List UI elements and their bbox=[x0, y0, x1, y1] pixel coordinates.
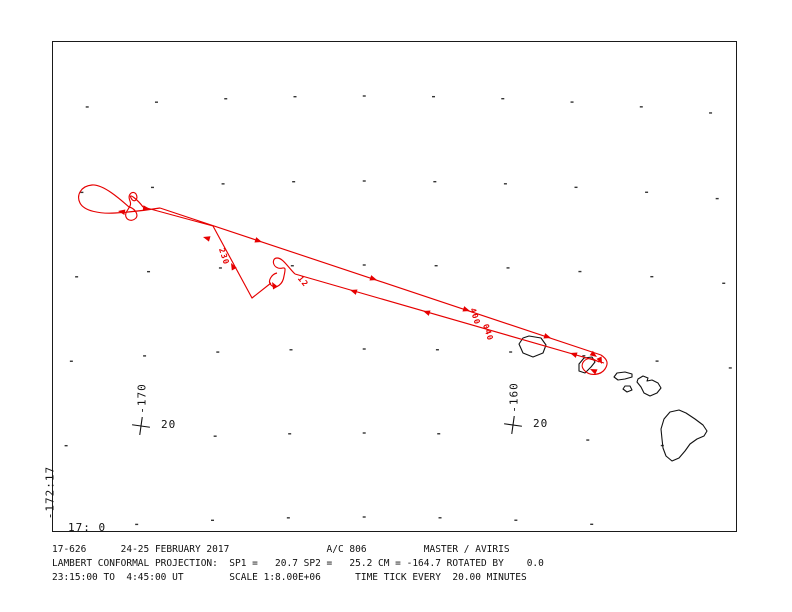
longitude-label: -160 bbox=[507, 382, 521, 413]
latitude-label: 20 bbox=[161, 418, 177, 431]
graticule-crosses bbox=[132, 416, 522, 435]
latitude-label: 20 bbox=[533, 417, 549, 430]
corner-longitude-label: -172:17 bbox=[43, 465, 57, 520]
footer-line-1: 17-626 24-25 FEBRUARY 2017 A/C 806 MASTE… bbox=[52, 544, 510, 555]
time-tick-arrows bbox=[118, 205, 602, 375]
corner-latitude-label: 17: 0 bbox=[68, 521, 107, 534]
flight-track-line bbox=[78, 184, 608, 375]
graticule-dots bbox=[64, 95, 732, 526]
island-outlines bbox=[518, 335, 708, 462]
longitude-label: -170 bbox=[135, 383, 149, 414]
footer-line-3: 23:15:00 TO 4:45:00 UT SCALE 1:8.00E+06 … bbox=[52, 572, 527, 583]
footer-line-2: LAMBERT CONFORMAL PROJECTION: SP1 = 20.7… bbox=[52, 558, 544, 569]
